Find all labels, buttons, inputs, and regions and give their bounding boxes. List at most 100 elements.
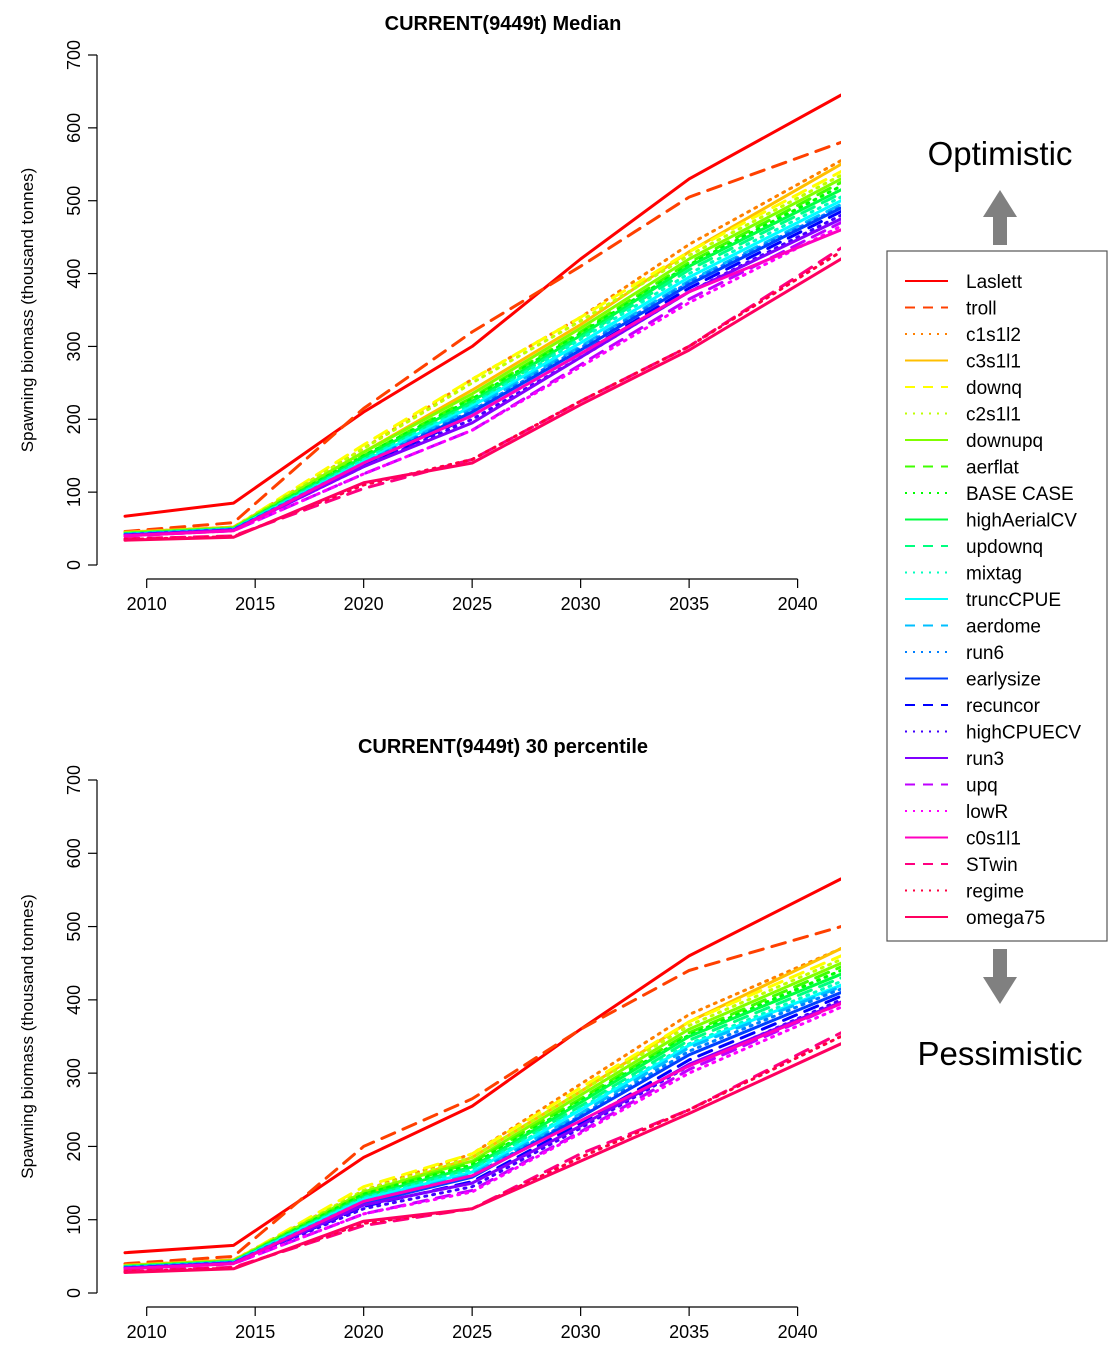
series-line-c1s1l2 (123, 947, 841, 1267)
optimistic-annotation: Optimistic (928, 135, 1073, 245)
x-tick-label: 2010 (127, 594, 167, 614)
legend-item-c3s1l1: c3s1l1 (905, 352, 1021, 373)
legend-label: STwin (966, 855, 1018, 876)
series-line-omega75 (123, 1042, 841, 1274)
series-line-aerflat (123, 965, 841, 1269)
legend-label: highAerialCV (966, 511, 1077, 532)
series-line-c2s1l1 (123, 958, 841, 1268)
legend-item-trunccpue: truncCPUE (905, 590, 1061, 611)
y-tick-label: 400 (64, 985, 84, 1015)
legend-item-laslett: Laslett (905, 272, 1023, 293)
x-tick-label: 2010 (127, 1322, 167, 1342)
x-tick-label: 2025 (452, 594, 492, 614)
legend-item-regime: regime (905, 882, 1024, 903)
x-tick-label: 2040 (778, 594, 818, 614)
legend-label: truncCPUE (966, 590, 1061, 611)
y-tick-label: 700 (64, 765, 84, 795)
legend-label: regime (966, 882, 1024, 903)
y-tick-label: 300 (64, 331, 84, 361)
series-line-laslett (123, 93, 841, 518)
series-line-recuncor (123, 994, 841, 1270)
legend-item-c0s1l1: c0s1l1 (905, 829, 1021, 850)
y-axis-label: Spawning biomass (thousand tonnes) (18, 168, 37, 452)
optimistic-label: Optimistic (928, 135, 1073, 172)
y-tick-label: 600 (64, 838, 84, 868)
series-line-c2s1l1 (123, 173, 841, 535)
x-tick-label: 2030 (561, 594, 601, 614)
series-line-downq (123, 170, 841, 535)
x-tick-label: 2030 (561, 1322, 601, 1342)
series-line-lowr (123, 1005, 841, 1271)
down-arrow-shaft (993, 949, 1007, 979)
series-line-highcpuecv (123, 998, 841, 1270)
y-tick-label: 100 (64, 477, 84, 507)
series-line-base-case (123, 184, 841, 536)
series-line-updownq (123, 976, 841, 1269)
legend-item-troll: troll (905, 299, 997, 320)
up-arrow-icon (983, 190, 1017, 217)
legend-label: Laslett (966, 272, 1023, 293)
legend-label: downq (966, 378, 1022, 399)
legend-item-c1s1l2: c1s1l2 (905, 325, 1021, 346)
y-tick-label: 200 (64, 404, 84, 434)
legend-label: c3s1l1 (966, 352, 1021, 373)
legend-label: aerflat (966, 458, 1020, 479)
legend-item-earlysize: earlysize (905, 670, 1041, 691)
series-line-regime (123, 250, 841, 541)
chart-title: CURRENT(9449t) Median (385, 13, 622, 35)
legend-label: downupq (966, 431, 1043, 452)
legend-label: run6 (966, 643, 1004, 664)
panel-30-percentile: CURRENT(9449t) 30 percentile Spawning bio… (18, 736, 841, 1342)
legend-label: updownq (966, 537, 1043, 558)
series-line-downupq (123, 961, 841, 1268)
legend: Laslett troll c1s1l2 c3s1l1 downq c2s1l1 downu… (886, 250, 1108, 942)
legend-item-recuncor: recuncor (905, 696, 1041, 717)
series-line-aerdome (123, 202, 841, 536)
y-tick-label: 300 (64, 1058, 84, 1088)
series-line-c0s1l1 (123, 1002, 841, 1271)
y-tick-label: 100 (64, 1205, 84, 1235)
legend-label: run3 (966, 749, 1004, 770)
legend-label: c1s1l2 (966, 325, 1021, 346)
legend-item-lowr: lowR (905, 802, 1008, 823)
up-arrow-shaft (993, 215, 1007, 245)
legend-label: omega75 (966, 908, 1045, 929)
legend-label: mixtag (966, 564, 1022, 585)
series-line-run6 (123, 987, 841, 1269)
legend-item-highaerialcv: highAerialCV (905, 511, 1077, 532)
pessimistic-annotation: Pessimistic (917, 949, 1083, 1072)
series-line-troll (123, 925, 841, 1266)
y-tick-label: 500 (64, 912, 84, 942)
legend-item-c2s1l1: c2s1l1 (905, 405, 1021, 426)
x-tick-label: 2035 (669, 1322, 709, 1342)
y-tick-label: 0 (64, 1288, 84, 1298)
x-tick-label: 2025 (452, 1322, 492, 1342)
series-line-troll (123, 140, 841, 533)
legend-label: BASE CASE (966, 484, 1074, 505)
legend-label: earlysize (966, 670, 1041, 691)
pessimistic-label: Pessimistic (917, 1035, 1082, 1072)
legend-item-aerflat: aerflat (905, 458, 1020, 479)
legend-item-downupq: downupq (905, 431, 1043, 452)
legend-label: troll (966, 299, 997, 320)
legend-item-run3: run3 (905, 749, 1004, 770)
series-line-mixtag (123, 195, 841, 536)
legend-label: upq (966, 776, 998, 797)
series-line-base-case (123, 969, 841, 1269)
series-line-downq (123, 954, 841, 1268)
series-line-highaerialcv (123, 972, 841, 1269)
legend-item-run6: run6 (905, 643, 1004, 664)
series-line-highaerialcv (123, 188, 841, 536)
x-tick-label: 2015 (235, 594, 275, 614)
series-line-laslett (123, 877, 841, 1255)
legend-label: aerdome (966, 617, 1041, 638)
series-line-trunccpue (123, 983, 841, 1269)
legend-label: c2s1l1 (966, 405, 1021, 426)
y-axis-label: Spawning biomass (thousand tonnes) (18, 894, 37, 1178)
legend-box (886, 250, 1108, 942)
legend-item-aerdome: aerdome (905, 617, 1041, 638)
legend-label: lowR (966, 802, 1008, 823)
series-line-mixtag (123, 980, 841, 1269)
chart-title: CURRENT(9449t) 30 percentile (358, 736, 648, 758)
